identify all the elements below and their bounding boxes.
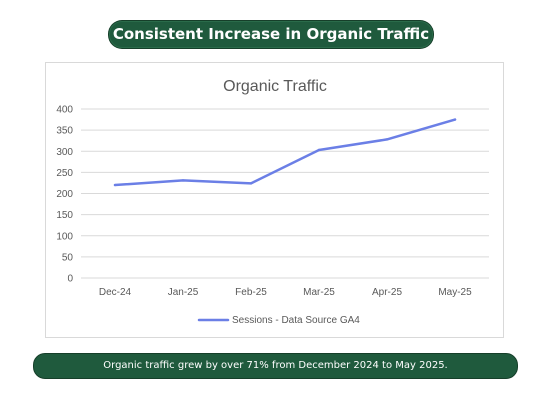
chart-container: Organic Traffic 0 50 100 150 200 250 300 350 400… xyxy=(45,62,504,338)
data-point xyxy=(249,182,253,185)
y-axis-ticks: 0 50 100 150 200 250 300 350 400 xyxy=(56,105,73,285)
legend: Sessions - Data Source GA4 xyxy=(197,315,360,326)
x-tick-label: Mar-25 xyxy=(303,287,335,298)
data-point xyxy=(317,148,321,152)
y-tick-label: 400 xyxy=(56,105,73,116)
legend-label: Sessions - Data Source GA4 xyxy=(232,315,360,326)
x-tick-label: Jan-25 xyxy=(168,287,199,298)
line-chart: Organic Traffic 0 50 100 150 200 250 300 350 400… xyxy=(56,78,489,326)
data-point xyxy=(113,183,117,187)
x-tick-label: May-25 xyxy=(438,287,472,298)
y-tick-label: 300 xyxy=(56,147,73,158)
summary-banner: Organic traffic grew by over 71% from De… xyxy=(33,353,518,379)
series-layer xyxy=(113,118,457,187)
x-tick-label: Feb-25 xyxy=(235,287,267,298)
page-title: Consistent Increase in Organic Traffic xyxy=(109,21,433,48)
y-tick-label: 50 xyxy=(62,252,74,263)
x-tick-label: Dec-24 xyxy=(99,287,132,298)
y-tick-label: 0 xyxy=(67,274,73,285)
chart-title: Organic Traffic xyxy=(223,78,327,95)
x-axis-ticks: Dec-24 Jan-25 Feb-25 Mar-25 Apr-25 May-25 xyxy=(99,287,472,298)
series-line xyxy=(113,118,457,187)
data-point xyxy=(385,138,389,141)
gridlines xyxy=(81,108,489,279)
y-tick-label: 100 xyxy=(56,231,73,242)
data-point xyxy=(181,179,185,182)
x-tick-label: Apr-25 xyxy=(372,287,402,298)
y-tick-label: 150 xyxy=(56,210,73,221)
y-tick-label: 350 xyxy=(56,126,73,137)
y-tick-label: 250 xyxy=(56,168,73,179)
data-point xyxy=(453,118,457,121)
y-tick-label: 200 xyxy=(56,189,73,200)
